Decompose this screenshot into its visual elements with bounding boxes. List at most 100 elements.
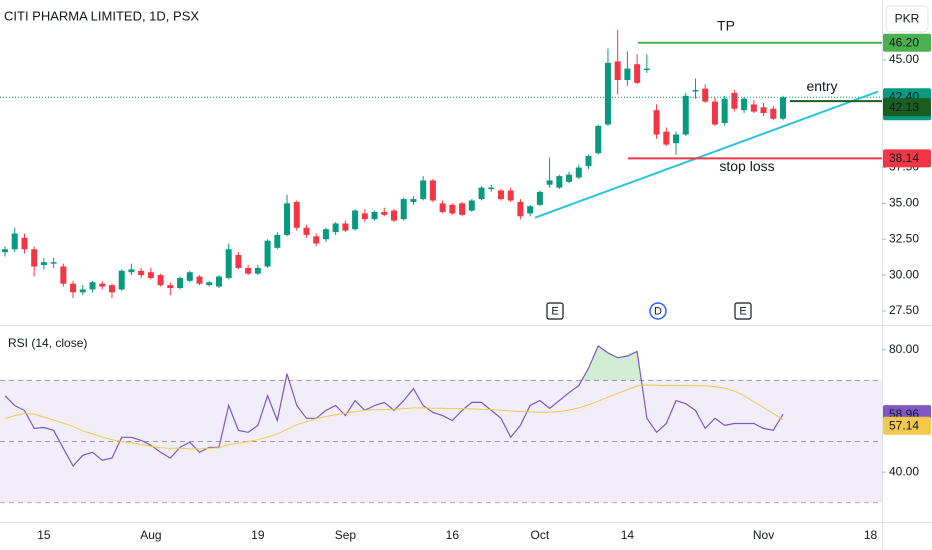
entry-price-badge bbox=[883, 98, 931, 117]
candle-body bbox=[206, 282, 213, 286]
level-name: TP bbox=[717, 17, 735, 33]
candle-body bbox=[449, 204, 456, 214]
candle-body bbox=[673, 134, 680, 144]
candle-body bbox=[692, 90, 699, 92]
candle-body bbox=[138, 270, 145, 276]
entry-price: 42.13 bbox=[889, 100, 919, 114]
candle-body bbox=[31, 249, 38, 267]
candle-body bbox=[99, 283, 106, 287]
event-label: D bbox=[654, 305, 662, 317]
candle-body bbox=[595, 125, 602, 154]
candle-body bbox=[478, 187, 485, 200]
candle-body bbox=[2, 249, 8, 253]
candle-body bbox=[556, 176, 563, 188]
rsi-line bbox=[4, 384, 784, 450]
stop-price-badge bbox=[883, 149, 931, 168]
candle-body bbox=[264, 240, 271, 267]
trendline bbox=[534, 90, 879, 219]
x-tick-label: Nov bbox=[753, 528, 774, 542]
candle-body bbox=[332, 223, 339, 233]
candle-body bbox=[420, 180, 427, 200]
y-tick-label: 30.00 bbox=[889, 267, 919, 281]
candle-body bbox=[79, 289, 86, 293]
candle-body bbox=[410, 199, 417, 202]
candle-body bbox=[488, 187, 495, 190]
x-tick-label: 14 bbox=[621, 528, 635, 542]
candle-body bbox=[770, 108, 777, 119]
candle-body bbox=[459, 203, 466, 215]
candle-body bbox=[760, 107, 767, 114]
candle-body bbox=[254, 267, 261, 274]
y-tick-label: 32.50 bbox=[889, 231, 919, 245]
currency[interactable]: PKR bbox=[895, 12, 920, 26]
event-marker bbox=[734, 302, 752, 320]
candle-body bbox=[566, 174, 573, 182]
x-tick-label: 18 bbox=[864, 528, 878, 542]
y-tick-label: 80.00 bbox=[889, 342, 919, 356]
y-tick-label: 35.00 bbox=[889, 196, 919, 210]
candle-body bbox=[342, 223, 349, 231]
overbought-fill bbox=[5, 345, 783, 381]
candle-body bbox=[60, 266, 67, 284]
event-marker bbox=[649, 302, 667, 320]
candle-body bbox=[585, 156, 592, 167]
candle-body bbox=[313, 236, 320, 244]
candle-body bbox=[371, 211, 378, 220]
candle-body bbox=[215, 276, 222, 287]
candle-body bbox=[391, 210, 397, 221]
rsi-line bbox=[4, 344, 784, 468]
candle-body bbox=[274, 234, 281, 248]
event-marker bbox=[546, 302, 564, 320]
candle-body bbox=[147, 272, 154, 278]
x-tick-label: 16 bbox=[446, 528, 460, 542]
candle-body bbox=[11, 233, 18, 250]
x-tick-label: Aug bbox=[140, 528, 161, 542]
level-name: stop loss bbox=[719, 158, 774, 174]
candle-body bbox=[429, 180, 436, 201]
candle-body bbox=[507, 190, 514, 201]
candle-body bbox=[303, 227, 310, 235]
candle-body bbox=[400, 199, 407, 220]
level-name: entry bbox=[806, 78, 837, 94]
candle-body bbox=[245, 267, 252, 274]
candle-body bbox=[157, 275, 164, 286]
candle-body bbox=[780, 97, 786, 119]
chart-title: CITI PHARMA LIMITED, 1D, PSX bbox=[4, 8, 199, 23]
candle-body bbox=[497, 190, 504, 200]
candle-body bbox=[575, 167, 582, 178]
x-tick-label: 15 bbox=[37, 528, 51, 542]
tp-price: 46.20 bbox=[889, 35, 919, 49]
currency-box[interactable] bbox=[885, 5, 929, 33]
candle-body bbox=[536, 191, 543, 205]
candle-body bbox=[711, 101, 718, 125]
candle-body bbox=[118, 270, 125, 290]
candle-body bbox=[108, 285, 115, 293]
candle-body bbox=[128, 269, 135, 273]
rsi-ma-value-badge bbox=[883, 416, 931, 435]
candle-body bbox=[546, 180, 553, 185]
x-tick-label: 19 bbox=[251, 528, 265, 542]
event-label: E bbox=[551, 305, 558, 317]
x-tick-label: Oct bbox=[531, 528, 550, 542]
y-tick-label: 40.00 bbox=[889, 464, 919, 478]
rsi-title: RSI (14, close) bbox=[8, 336, 87, 350]
candle-body bbox=[643, 68, 650, 70]
candle-body bbox=[721, 98, 728, 124]
candle-body bbox=[40, 262, 47, 266]
candle-body bbox=[702, 88, 709, 102]
candle-body bbox=[517, 201, 524, 217]
candle-body bbox=[439, 203, 446, 212]
candle-body bbox=[653, 110, 660, 135]
candle-body bbox=[284, 203, 291, 235]
event-label: E bbox=[739, 305, 746, 317]
candle-body bbox=[225, 249, 232, 278]
candle-body bbox=[196, 276, 203, 284]
candle-body bbox=[322, 229, 329, 240]
rsi-ma-value: 57.14 bbox=[889, 418, 919, 432]
candle-body bbox=[293, 201, 300, 228]
tp-price-badge bbox=[883, 33, 931, 52]
candle-body bbox=[235, 255, 242, 268]
candle-body bbox=[624, 68, 631, 81]
candle-body bbox=[21, 237, 28, 250]
